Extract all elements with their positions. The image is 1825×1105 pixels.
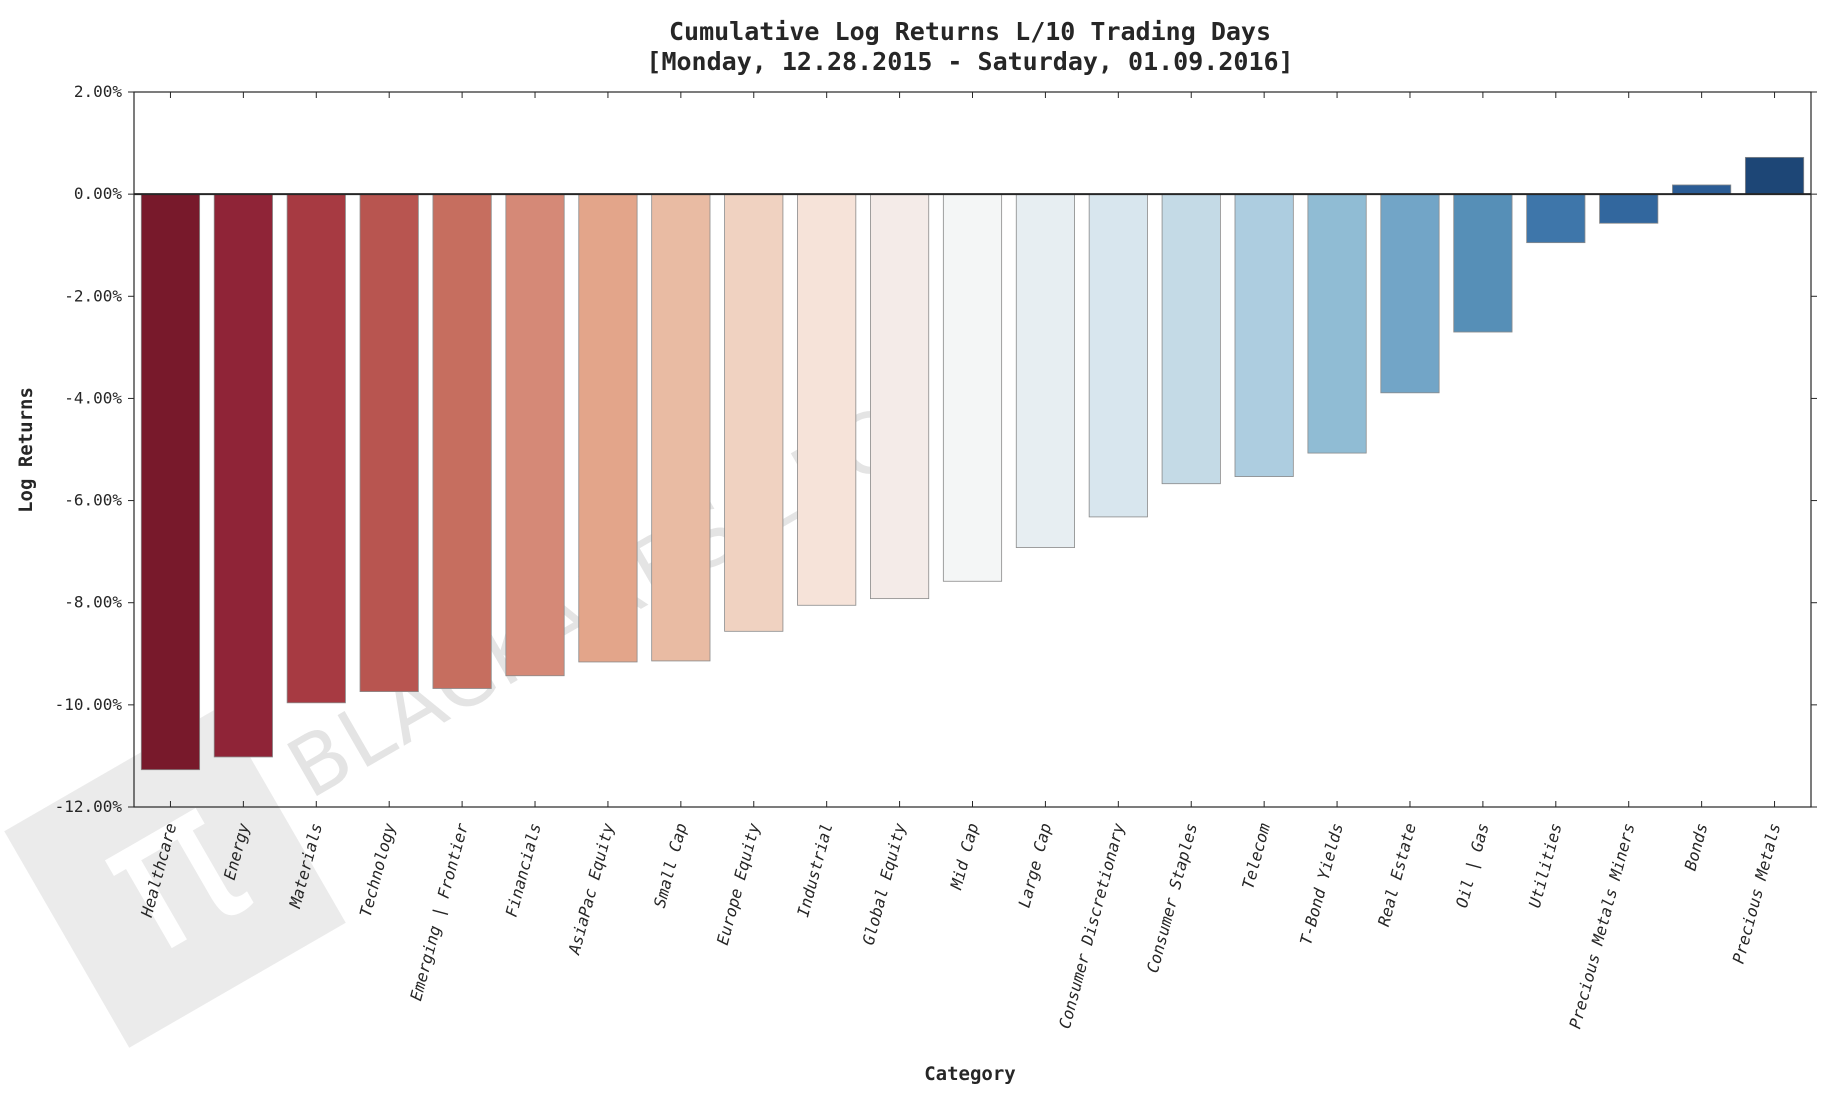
x-tick-label: Global Equity bbox=[859, 821, 910, 947]
bar bbox=[505, 193, 565, 677]
bar bbox=[1599, 193, 1659, 224]
y-tick-label: -2.00% bbox=[64, 286, 122, 305]
bar bbox=[651, 193, 711, 662]
bar bbox=[870, 193, 930, 600]
bar bbox=[213, 193, 273, 758]
bar bbox=[1380, 193, 1440, 394]
y-tick-label: -10.00% bbox=[55, 695, 123, 714]
bar bbox=[942, 193, 1003, 582]
bar bbox=[286, 193, 346, 704]
y-axis: 2.00% 0.00% -2.00% -4.00% -6.00% -8.00% -10.00… bbox=[55, 82, 1817, 816]
x-tick-label: Industrial bbox=[793, 821, 836, 919]
x-tick-label: Large Cap bbox=[1014, 821, 1055, 910]
x-tick-label: Precious Metals bbox=[1729, 821, 1785, 965]
x-tick-label: Small Cap bbox=[650, 821, 691, 910]
bar bbox=[1088, 193, 1148, 518]
bar bbox=[1307, 193, 1367, 454]
x-tick-label: Mid Cap bbox=[946, 821, 982, 892]
x-tick-label: T-Bond Yields bbox=[1296, 821, 1347, 947]
bar bbox=[578, 193, 638, 663]
x-tick-label: Precious Metals Miners bbox=[1565, 821, 1638, 1031]
y-axis-title: Log Returns bbox=[15, 387, 37, 513]
chart-title: Cumulative Log Returns L/10 Trading Days bbox=[669, 17, 1271, 46]
bar bbox=[359, 193, 419, 692]
bar bbox=[1672, 184, 1732, 195]
watermark-logo-square bbox=[4, 706, 346, 1048]
x-tick-label: Bonds bbox=[1681, 821, 1712, 872]
bar bbox=[432, 193, 492, 689]
x-tick-label: Utilities bbox=[1525, 821, 1566, 910]
x-tick-label: Europe Equity bbox=[713, 821, 764, 947]
x-tick-label: Telecom bbox=[1238, 821, 1274, 891]
x-axis-title: Category bbox=[924, 1063, 1016, 1085]
chart-subtitle: [Monday, 12.28.2015 - Saturday, 01.09.20… bbox=[646, 47, 1293, 76]
bar bbox=[1161, 193, 1221, 485]
y-tick-label: 0.00% bbox=[74, 184, 123, 203]
y-tick-label: -8.00% bbox=[64, 593, 122, 612]
y-tick-label: 2.00% bbox=[74, 82, 123, 101]
bar bbox=[140, 193, 201, 771]
bar bbox=[1744, 156, 1805, 195]
x-tick-label: Financials bbox=[502, 821, 545, 919]
x-tick-label: Emerging | Frontier bbox=[406, 821, 472, 1003]
x-tick-label: Consumer Discretionary bbox=[1055, 821, 1128, 1031]
bar bbox=[1234, 193, 1294, 477]
y-tick-label: -12.00% bbox=[55, 797, 123, 816]
bar bbox=[1453, 193, 1513, 333]
bar bbox=[724, 193, 784, 632]
x-tick-label: Oil | Gas bbox=[1452, 821, 1493, 910]
y-tick-label: -4.00% bbox=[64, 388, 122, 407]
bars-group bbox=[140, 156, 1805, 771]
x-tick-label: AsiaPac Equity bbox=[564, 821, 618, 958]
x-tick-label: Technology bbox=[356, 821, 399, 919]
y-tick-label: -6.00% bbox=[64, 491, 122, 510]
x-tick-label: Consumer Staples bbox=[1143, 821, 1201, 975]
bar bbox=[1526, 193, 1586, 244]
bar bbox=[797, 193, 857, 606]
bar bbox=[1015, 193, 1075, 548]
x-tick-label: Real Estate bbox=[1374, 821, 1420, 928]
